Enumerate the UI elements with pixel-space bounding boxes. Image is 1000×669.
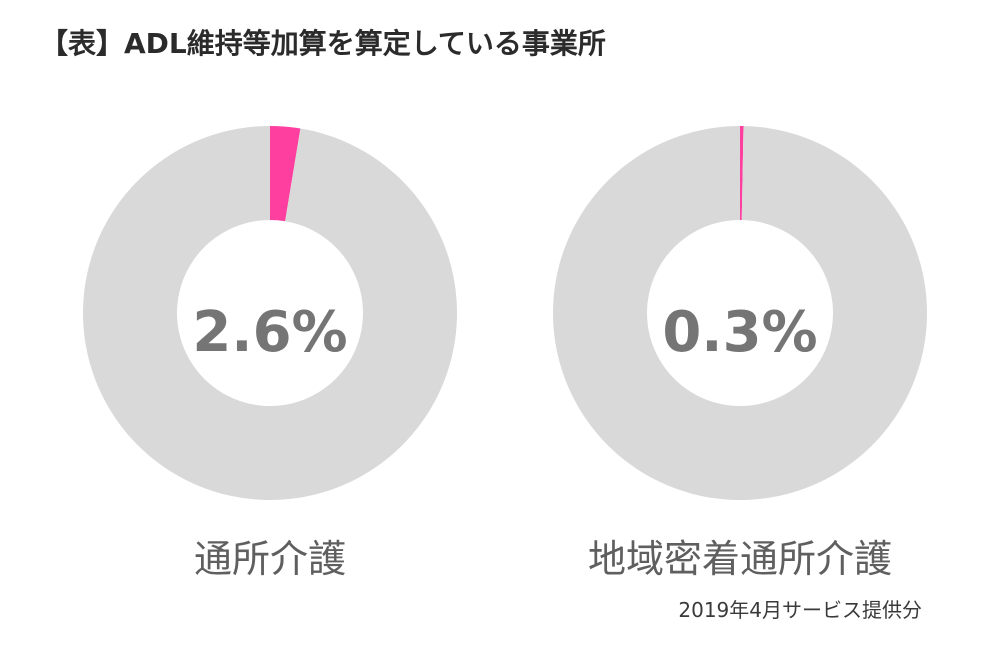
donut-slice-highlight <box>270 126 301 222</box>
category-label-2: 地域密着通所介護 <box>587 537 892 581</box>
chart-title: 【表】ADL維持等加算を算定している事業所 <box>40 27 606 60</box>
period-note: 2019年4月サービス提供分 <box>678 598 922 622</box>
donut-chart-tsusho-kaigo: 2.6% <box>83 126 458 501</box>
donut-slice-highlight <box>740 126 744 221</box>
donut-slice-remainder <box>83 126 458 501</box>
category-label-1: 通所介護 <box>193 537 346 581</box>
donut-center-value: 0.3% <box>662 300 817 365</box>
donut-slice-remainder <box>553 126 928 500</box>
donut-center-value: 2.6% <box>192 300 347 365</box>
donut-chart-chiiki-mitchaku: 0.3% <box>553 126 928 500</box>
